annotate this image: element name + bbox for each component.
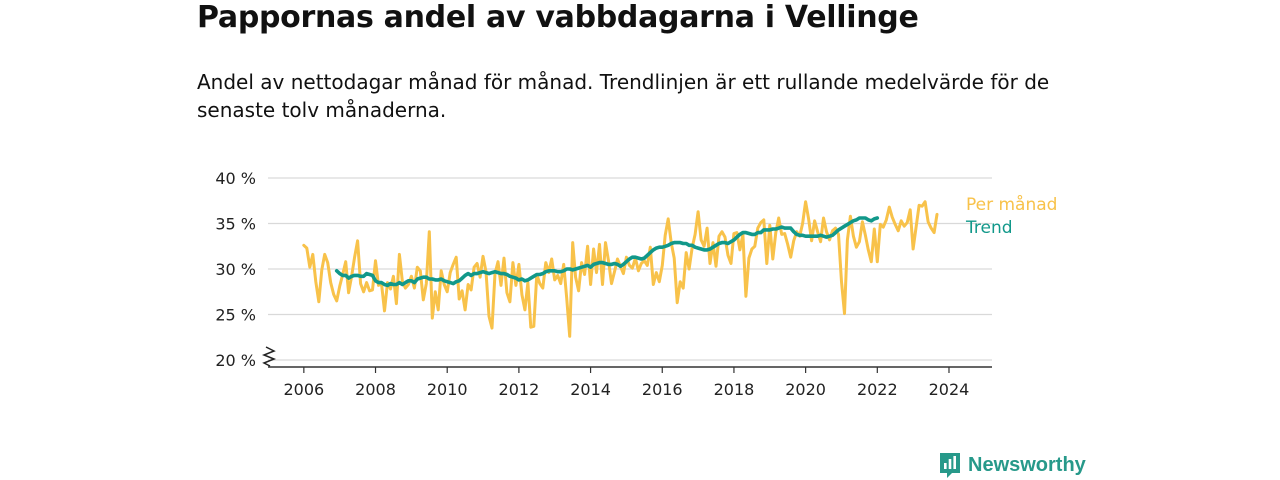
- newsworthy-logo[interactable]: Newsworthy: [938, 450, 1086, 480]
- series-line-1: [334, 216, 880, 288]
- chart-title: Pappornas andel av vabbdagarna i Velling…: [197, 0, 919, 35]
- x-tick-label: 2020: [785, 380, 826, 399]
- y-tick-label: 20 %: [215, 351, 256, 370]
- x-tick-label: 2008: [355, 380, 396, 399]
- series-line-0: [302, 200, 939, 338]
- x-tick-label: 2022: [857, 380, 898, 399]
- x-tick-label: 2014: [570, 380, 611, 399]
- y-axis-tick-labels: 20 % 25 % 30 % 35 % 40 %: [215, 169, 256, 370]
- axis-break-icon: [261, 346, 277, 367]
- x-tick-label: 2018: [714, 380, 755, 399]
- series-label: Trend: [965, 218, 1013, 238]
- y-tick-label: 35 %: [215, 215, 256, 234]
- x-axis: [261, 346, 992, 373]
- brand-name: Newsworthy: [968, 453, 1086, 476]
- newsworthy-logo-icon: [940, 453, 960, 478]
- y-tick-label: 25 %: [215, 306, 256, 325]
- x-tick-label: 2024: [929, 380, 970, 399]
- series-lines: [302, 200, 939, 338]
- series-label: Per månad: [966, 194, 1057, 215]
- x-axis-tick-labels: 2006 2008 2010 2012 2014 2016 2018 2020 2022 2024: [283, 380, 969, 399]
- x-tick-label: 2010: [427, 380, 468, 399]
- x-tick-label: 2012: [499, 380, 540, 399]
- y-tick-label: 40 %: [215, 169, 256, 188]
- chart-subtitle: Andel av nettodagar månad för månad. Tre…: [197, 70, 1050, 122]
- y-tick-label: 30 %: [215, 260, 256, 279]
- direct-legend: Per månad Trend: [965, 194, 1057, 238]
- x-tick-label: 2006: [283, 380, 324, 399]
- gridlines: [268, 177, 992, 361]
- x-tick-label: 2016: [642, 380, 683, 399]
